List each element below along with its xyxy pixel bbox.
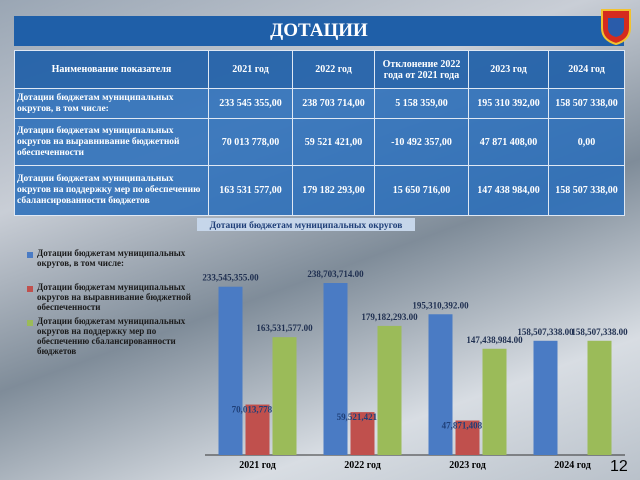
- data-label: 158,507,338.00: [517, 327, 574, 337]
- table-cell: 47 871 408,00: [468, 118, 549, 166]
- table-cell: 158 507 338,00: [548, 88, 625, 119]
- bar: [350, 412, 375, 455]
- table-cell: 147 438 984,00: [468, 165, 549, 216]
- logo: [601, 9, 631, 46]
- table-row: Дотации бюджетам муниципальных округов, …: [14, 88, 625, 119]
- bar: [455, 420, 480, 455]
- bar: [482, 348, 507, 455]
- table-cell: 0,00: [548, 118, 625, 166]
- data-label: 47,871,408.00: [442, 421, 494, 431]
- bar: [428, 314, 453, 455]
- table-cell: 233 545 355,00: [208, 88, 293, 119]
- table-row: Дотации бюджетам муниципальных округов н…: [14, 165, 625, 216]
- x-tick-label: 2024 год: [554, 460, 591, 471]
- bar: [377, 325, 402, 455]
- table-cell: 59 521 421,00: [292, 118, 375, 166]
- chart-title: Дотации бюджетам муниципальных округов: [210, 220, 403, 231]
- table-cell: 5 158 359,00: [374, 88, 469, 119]
- legend-label: Дотации бюджетам муниципальных округов, в…: [37, 248, 186, 268]
- table-cell: Дотации бюджетам муниципальных округов, …: [14, 88, 209, 119]
- x-tick-label: 2022 год: [344, 460, 381, 471]
- table-cell: 195 310 392,00: [468, 88, 549, 119]
- page-number: 12: [610, 458, 628, 475]
- data-label: 179,182,293.00: [361, 312, 418, 322]
- table-cell: 2022 год: [292, 50, 375, 89]
- table-cell: Дотации бюджетам муниципальных округов н…: [14, 118, 209, 166]
- bar: [587, 340, 612, 455]
- legend-label: Дотации бюджетам муниципальных округов на…: [37, 316, 186, 356]
- data-label: 163,531,577.00: [256, 323, 313, 333]
- chart-title-box: [197, 218, 415, 231]
- legend-swatch: [27, 286, 33, 292]
- x-tick-label: 2023 год: [449, 460, 486, 471]
- data-label: 147,438,984.00: [466, 335, 523, 345]
- data-label: 233,545,355.00: [202, 273, 259, 283]
- data-label: 158,507,338.00: [571, 327, 628, 337]
- table-cell: 2023 год: [468, 50, 549, 89]
- data-table: Наименование показателя 2021 год 2022 год О…: [14, 50, 625, 216]
- table-cell: Дотации бюджетам муниципальных округов н…: [14, 165, 209, 216]
- bar: [245, 404, 270, 455]
- table-cell: 158 507 338,00: [548, 165, 625, 216]
- table-row: Наименование показателя 2021 год 2022 год О…: [14, 50, 625, 89]
- bar: [323, 283, 348, 455]
- legend-swatch: [27, 252, 33, 258]
- table-cell: 2021 год: [208, 50, 293, 89]
- slide-title: ДОТАЦИИ: [14, 16, 624, 46]
- data-label: 70,013,778.00: [232, 405, 284, 415]
- data-label: 59,521,421.00: [337, 412, 389, 422]
- bar: [272, 337, 297, 455]
- x-tick-label: 2021 год: [239, 460, 276, 471]
- table-cell: Отклонение 2022 года от 2021 года: [374, 50, 469, 89]
- table-cell: 70 013 778,00: [208, 118, 293, 166]
- table-cell: 2024 год: [548, 50, 625, 89]
- table-cell: 179 182 293,00: [292, 165, 375, 216]
- data-label: 195,310,392.00: [412, 300, 469, 310]
- table-cell: 163 531 577,00: [208, 165, 293, 216]
- bar: [533, 340, 558, 455]
- data-label: 238,703,714.00: [307, 269, 364, 279]
- legend-swatch: [27, 320, 33, 326]
- table-row: Дотации бюджетам муниципальных округов н…: [14, 118, 625, 166]
- bar: [218, 286, 243, 455]
- legend-label: Дотации бюджетам муниципальных округов на…: [37, 282, 191, 312]
